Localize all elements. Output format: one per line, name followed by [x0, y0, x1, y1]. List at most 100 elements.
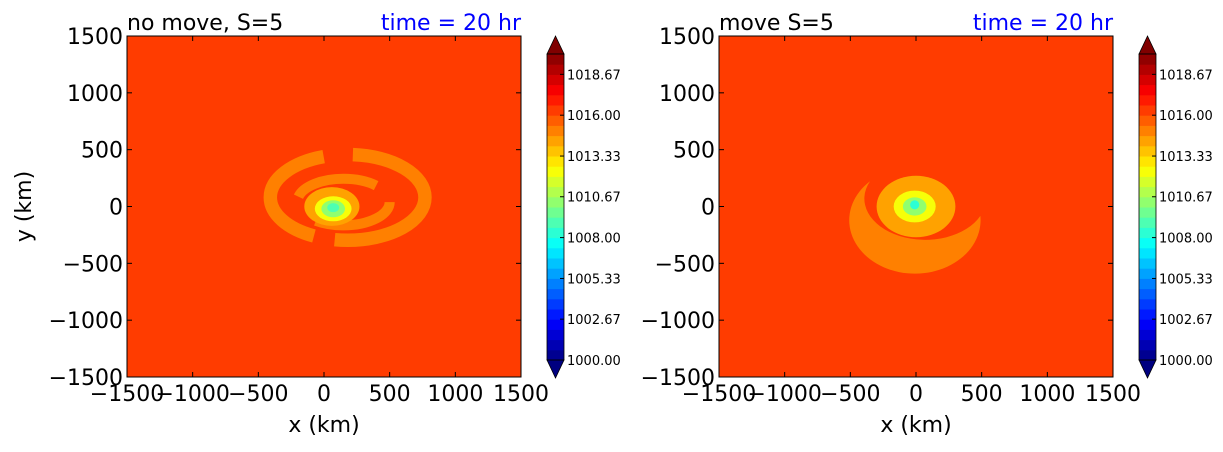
y-tick-label: 1000 [659, 82, 715, 107]
title-left: move S=5 [719, 11, 834, 36]
x-tick-label: −500 [820, 382, 880, 407]
colorbar-band [1139, 258, 1156, 269]
colorbar-band [1139, 319, 1156, 330]
x-tick-label: 0 [317, 382, 331, 407]
x-tick-label: 500 [961, 382, 1003, 407]
y-tick-label: −1500 [641, 366, 715, 391]
panel-2: −1500−1000−500 0 500 1000 1500−1500−1000−500… [641, 11, 1213, 438]
colorbar-band [1139, 74, 1156, 86]
colorbar-band [1139, 54, 1156, 65]
y-tick-label: 1500 [659, 25, 715, 50]
colorbar-band [1139, 166, 1156, 177]
x-tick-label: 1000 [427, 382, 483, 407]
core-3 [910, 200, 920, 210]
colorbar-band [547, 196, 564, 208]
colorbar-overflow-arrow [1138, 35, 1157, 55]
x-tick-label: −1000 [155, 382, 229, 407]
x-tick-label: 1500 [1085, 382, 1141, 407]
colorbar-band [1139, 105, 1156, 116]
colorbar-band [547, 74, 564, 86]
y-tick-label: −500 [655, 252, 715, 277]
colorbar-band [547, 84, 564, 96]
colorbar-band [1139, 309, 1156, 320]
colorbar-band [1139, 176, 1156, 188]
y-tick-label: −1500 [49, 366, 123, 391]
y-axis-label: y (km) [12, 171, 37, 242]
colorbar-band [1139, 278, 1156, 290]
colorbar-band [547, 176, 564, 188]
colorbar-band [547, 309, 564, 320]
y-tick-label: 500 [81, 139, 123, 164]
colorbar-tick-label: 1013.33 [567, 150, 621, 165]
y-tick-label: 500 [673, 139, 715, 164]
colorbar-band [1139, 64, 1156, 75]
colorbar-band [1139, 237, 1156, 249]
x-tick-label: 1000 [1019, 382, 1075, 407]
colorbar-band [547, 166, 564, 177]
core-3 [327, 203, 340, 213]
colorbar-tick-label: 1002.67 [1159, 313, 1213, 328]
colorbar-band [1139, 145, 1156, 157]
outer-crescent [849, 181, 981, 274]
y-tick-label: −500 [63, 252, 123, 277]
outer-ring [263, 147, 432, 248]
x-tick-label: 0 [909, 382, 923, 407]
x-tick-label: 1500 [493, 382, 549, 407]
colorbar-band [547, 217, 564, 228]
colorbar-band [1139, 329, 1156, 341]
colorbar-tick-label: 1013.33 [1159, 150, 1213, 165]
colorbar-tick-label: 1008.00 [567, 232, 621, 247]
colorbar-tick-label: 1002.67 [567, 313, 621, 328]
colorbar-band [547, 319, 564, 330]
title-left: no move, S=5 [127, 11, 283, 36]
colorbar-band [547, 94, 564, 106]
colorbar-band [1139, 298, 1156, 310]
x-tick-label: −1500 [90, 382, 164, 407]
colorbar-band [547, 227, 564, 239]
colorbar-tick-label: 1000.00 [567, 354, 621, 369]
colorbar-band [1139, 247, 1156, 259]
colorbar-tick-label: 1005.33 [567, 272, 621, 287]
colorbar-band [547, 125, 564, 137]
colorbar-overflow-arrow [546, 35, 565, 55]
colorbar-tick-label: 1018.67 [567, 68, 621, 83]
colorbar-frame [1138, 53, 1157, 361]
y-tick-label: −1000 [641, 309, 715, 334]
colorbar-band [1139, 84, 1156, 96]
pressure-field [127, 36, 521, 377]
colorbar-band [1139, 125, 1156, 137]
colorbar-band [547, 247, 564, 259]
colorbar-band [1139, 156, 1156, 167]
colorbar-band [1139, 288, 1156, 300]
colorbar-underflow-arrow [546, 359, 565, 379]
y-tick-label: 0 [701, 196, 715, 221]
colorbar-band [1139, 186, 1156, 198]
x-tick-label: 500 [369, 382, 411, 407]
colorbar-tick-label: 1018.67 [1159, 68, 1213, 83]
colorbar-band [547, 237, 564, 249]
colorbar-band [547, 207, 564, 218]
colorbar-band [547, 339, 564, 351]
colorbar-band [547, 278, 564, 290]
colorbar-band [547, 156, 564, 167]
x-tick-label: −1000 [747, 382, 821, 407]
x-axis-label: x (km) [880, 413, 951, 438]
colorbar-band [1139, 339, 1156, 351]
colorbar-band [547, 135, 564, 147]
colorbar-band [1139, 217, 1156, 228]
colorbar-band [547, 64, 564, 75]
colorbar-band [547, 268, 564, 279]
y-tick-label: 1000 [67, 82, 123, 107]
colorbar-band [547, 298, 564, 310]
colorbar-band [547, 54, 564, 65]
colorbar-band [547, 258, 564, 269]
panel-1: −1500−1000−500 0 500 1000 1500−1500−1000−500… [12, 11, 621, 438]
colorbar-band [1139, 268, 1156, 279]
colorbar-band [1139, 227, 1156, 239]
colorbar-band [1139, 94, 1156, 106]
y-tick-label: 1500 [67, 25, 123, 50]
colorbar: 1000.00 1002.67 1005.33 1008.00 1010.67 1013.… [1138, 35, 1213, 379]
x-axis-label: x (km) [288, 413, 359, 438]
